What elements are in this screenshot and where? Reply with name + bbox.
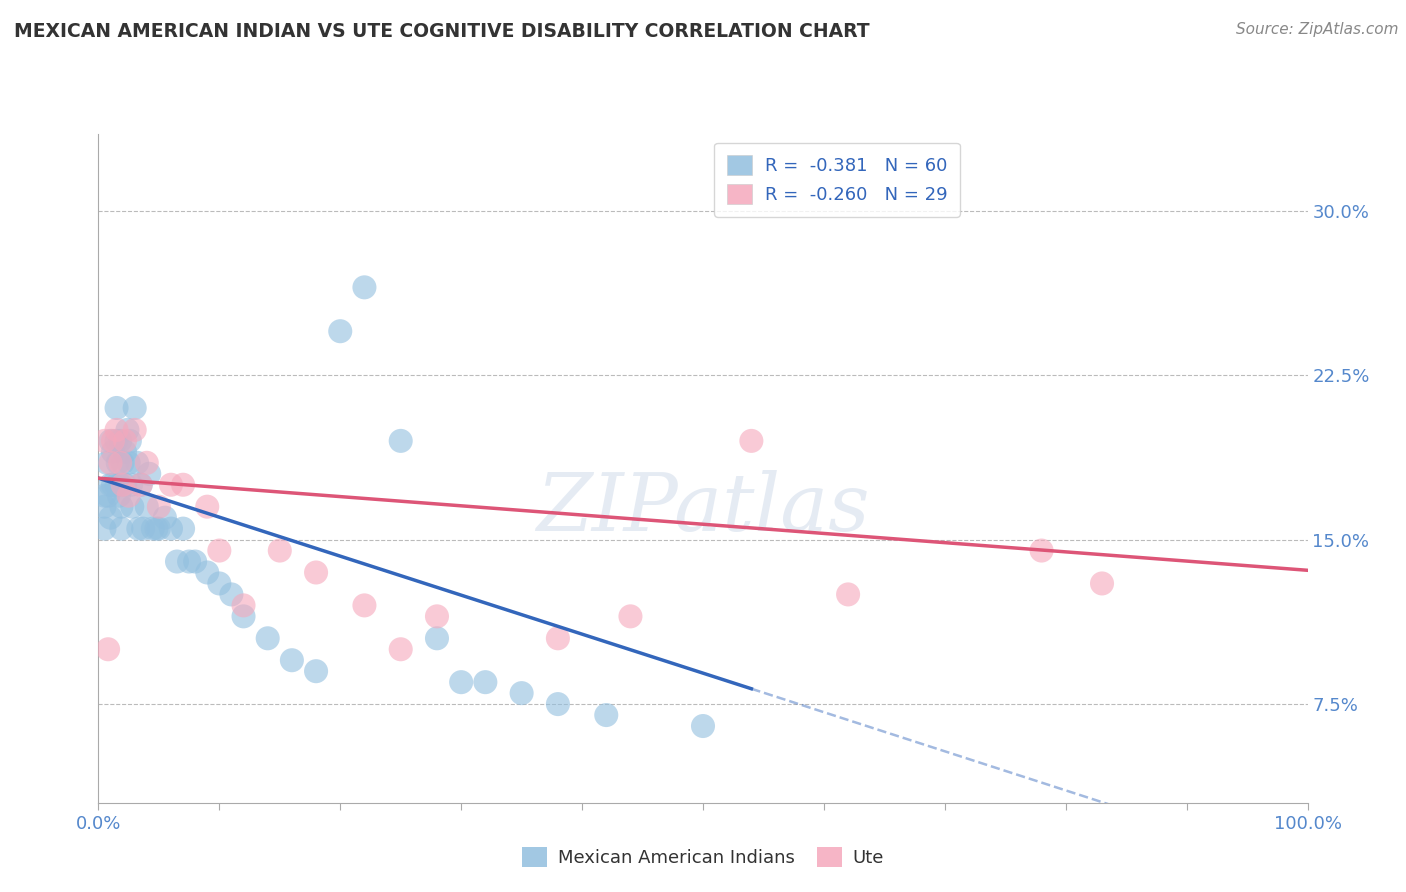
Point (179, 555, 201, 569)
Point (127, 456, 149, 470)
Point (108, 489, 131, 503)
Point (93, 489, 115, 503)
Point (426, 609, 449, 624)
Point (97, 489, 120, 503)
Point (118, 456, 141, 470)
Point (105, 401, 128, 415)
Point (692, 719, 714, 733)
Point (105, 477, 128, 491)
Point (118, 434, 141, 448)
Point (166, 555, 188, 569)
Point (256, 632, 278, 646)
Point (100, 434, 122, 448)
Point (108, 477, 131, 491)
Point (153, 510, 176, 524)
Text: Source: ZipAtlas.com: Source: ZipAtlas.com (1236, 22, 1399, 37)
Point (111, 456, 134, 470)
Point (595, 708, 617, 723)
Point (329, 324, 352, 338)
Point (160, 477, 183, 491)
Text: ZIPatlas: ZIPatlas (536, 470, 870, 547)
Point (110, 522, 132, 536)
Point (740, 434, 762, 448)
Point (108, 456, 131, 470)
Point (111, 477, 134, 491)
Point (107, 456, 129, 470)
Point (93, 500, 115, 514)
Point (510, 686, 533, 700)
Point (305, 664, 328, 678)
Point (93, 522, 115, 536)
Point (138, 467, 160, 481)
Point (100, 477, 122, 491)
Point (135, 456, 157, 470)
Point (100, 510, 122, 524)
Point (547, 632, 569, 646)
Point (232, 609, 254, 624)
Point (232, 599, 254, 613)
Point (195, 500, 218, 514)
Point (105, 434, 128, 448)
Point (305, 566, 328, 580)
Point (547, 697, 569, 711)
Point (145, 522, 167, 536)
Point (195, 566, 218, 580)
Point (100, 456, 122, 470)
Point (101, 445, 124, 459)
Point (132, 522, 155, 536)
Point (120, 477, 142, 491)
Point (619, 609, 641, 624)
Point (93, 434, 115, 448)
Point (353, 280, 375, 294)
Point (389, 642, 412, 657)
Point (129, 477, 152, 491)
Point (1091, 576, 1114, 591)
Point (148, 522, 170, 536)
Point (110, 500, 132, 514)
Point (208, 543, 231, 558)
Point (117, 423, 139, 437)
Point (184, 555, 207, 569)
Point (101, 477, 124, 491)
Point (105, 423, 128, 437)
Point (353, 599, 375, 613)
Legend: Mexican American Indians, Ute: Mexican American Indians, Ute (515, 839, 891, 874)
Point (208, 576, 231, 591)
Point (160, 522, 183, 536)
Point (96, 456, 118, 470)
Point (474, 675, 496, 690)
Point (172, 522, 194, 536)
Point (142, 522, 165, 536)
Point (450, 675, 472, 690)
Point (127, 522, 149, 536)
Point (121, 500, 143, 514)
Point (108, 434, 131, 448)
Text: MEXICAN AMERICAN INDIAN VS UTE COGNITIVE DISABILITY CORRELATION CHART: MEXICAN AMERICAN INDIAN VS UTE COGNITIVE… (14, 22, 870, 41)
Point (172, 477, 194, 491)
Point (114, 477, 136, 491)
Point (124, 401, 146, 415)
Point (97, 642, 120, 657)
Point (281, 653, 304, 667)
Point (124, 423, 146, 437)
Point (135, 500, 157, 514)
Point (118, 489, 141, 503)
Point (221, 587, 243, 601)
Point (1031, 543, 1053, 558)
Point (837, 587, 859, 601)
Point (269, 543, 291, 558)
Point (101, 434, 124, 448)
Point (426, 632, 449, 646)
Point (129, 477, 152, 491)
Point (114, 434, 136, 448)
Point (148, 500, 170, 514)
Point (389, 434, 412, 448)
Point (114, 445, 136, 459)
